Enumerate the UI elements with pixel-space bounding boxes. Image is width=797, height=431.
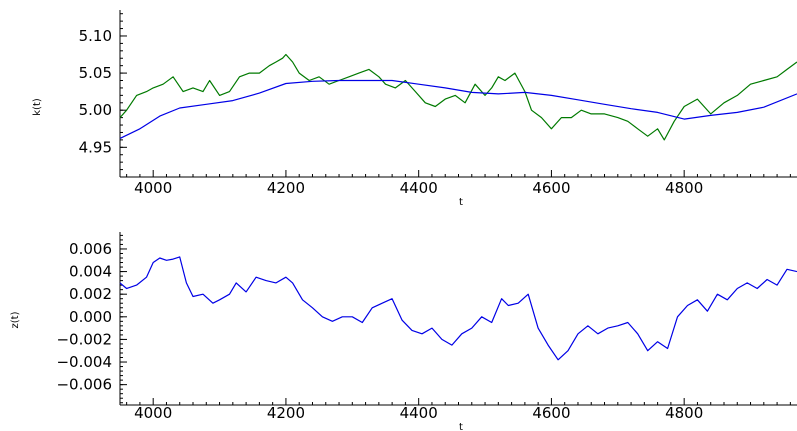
k-y-tick-label: 4.95 bbox=[79, 138, 112, 156]
k-series-line-2 bbox=[119, 79, 797, 139]
k-y-axis-label: k(t) bbox=[32, 98, 43, 116]
z-chart: −0.006 −0.004 −0.002 0.000 0.002 0.004 0.006 4… bbox=[10, 232, 797, 431]
z-y-tick-label: −0.006 bbox=[56, 376, 112, 394]
z-y-tick-label: 0.002 bbox=[69, 285, 112, 303]
k-chart: 4.95 5.00 5.05 5.10 4000 4200 4400 4600 4800 k(… bbox=[32, 10, 797, 208]
k-y-ticks: 4.95 5.00 5.05 5.10 bbox=[79, 13, 127, 171]
z-x-tick-label: 4200 bbox=[267, 404, 305, 422]
k-x-ticks: 4000 4200 4400 4600 4800 bbox=[126, 170, 791, 197]
z-y-tick-label: −0.004 bbox=[56, 353, 112, 371]
k-x-axis-label: t bbox=[459, 197, 463, 208]
z-x-axis-label: t bbox=[459, 422, 463, 431]
z-x-ticks: 4000 4200 4400 4600 4800 bbox=[126, 398, 791, 422]
k-series-line-1 bbox=[119, 53, 797, 141]
k-y-tick-label: 5.10 bbox=[79, 27, 112, 45]
k-y-tick-label: 5.00 bbox=[79, 101, 112, 119]
k-x-tick-label: 4800 bbox=[665, 179, 703, 197]
k-x-tick-label: 4400 bbox=[400, 179, 438, 197]
k-y-tick-label: 5.05 bbox=[79, 64, 112, 82]
z-x-tick-label: 4000 bbox=[134, 404, 172, 422]
z-x-tick-label: 4800 bbox=[665, 404, 703, 422]
z-y-tick-label: 0.006 bbox=[69, 240, 112, 258]
k-series-group bbox=[119, 53, 797, 141]
z-x-tick-label: 4600 bbox=[532, 404, 570, 422]
z-y-tick-label: −0.002 bbox=[56, 330, 112, 348]
z-series-group bbox=[119, 256, 797, 361]
z-y-tick-label: 0.004 bbox=[69, 263, 112, 281]
z-y-axis-label: z(t) bbox=[10, 311, 21, 328]
z-y-ticks: −0.006 −0.004 −0.002 0.000 0.002 0.004 0.006 bbox=[56, 234, 127, 404]
z-y-tick-label: 0.000 bbox=[69, 308, 112, 326]
z-series-line-1 bbox=[119, 256, 797, 361]
z-x-tick-label: 4400 bbox=[400, 404, 438, 422]
k-x-tick-label: 4200 bbox=[267, 179, 305, 197]
k-x-tick-label: 4600 bbox=[532, 179, 570, 197]
k-x-tick-label: 4000 bbox=[134, 179, 172, 197]
